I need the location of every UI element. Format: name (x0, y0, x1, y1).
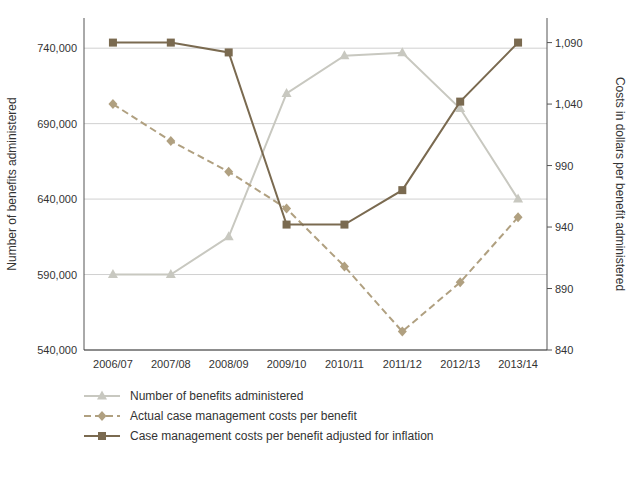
point (456, 98, 464, 106)
background (0, 0, 631, 499)
series (109, 39, 522, 229)
series (108, 99, 522, 336)
point (514, 39, 522, 47)
point (456, 277, 465, 287)
legend-label: Actual case management costs per benefit (130, 409, 357, 423)
y-tick-label: 740,000 (37, 42, 77, 54)
point (513, 194, 523, 203)
point (339, 50, 349, 59)
point (108, 99, 117, 109)
series (108, 47, 523, 278)
point (109, 39, 117, 47)
point (166, 269, 176, 278)
point (225, 48, 233, 56)
y2-tick-label: 1,090 (555, 37, 583, 49)
y2-tick-label: 840 (555, 344, 573, 356)
x-axis-line (84, 350, 547, 351)
chart: 540,000 590,000 640,000 690,000 740,000 840 89… (0, 0, 631, 499)
plot-area (108, 39, 523, 337)
y2-tick-label: 890 (555, 283, 573, 295)
grid-line (84, 350, 547, 351)
point (224, 167, 233, 177)
x-tick-label: 2010/11 (325, 358, 364, 370)
point (397, 47, 407, 56)
point (167, 39, 175, 47)
point (398, 186, 406, 194)
legend-marker (98, 411, 107, 421)
x-tick-label: 2013/14 (498, 358, 538, 370)
y-tick-label: 640,000 (37, 193, 77, 205)
x-tick-label: 2006/07 (93, 358, 133, 370)
series-line (113, 53, 518, 275)
legend-label: Number of benefits administered (130, 389, 303, 403)
y2-tick (547, 165, 552, 166)
y2-axis-line (547, 18, 548, 350)
x-tick-label: 2011/12 (383, 358, 422, 370)
point (108, 269, 118, 278)
point (340, 221, 348, 229)
point (282, 88, 292, 97)
y2-tick (547, 288, 552, 289)
y2-tick (547, 42, 552, 43)
y2-axis-title: Costs in dollars per benefit administere… (613, 77, 627, 291)
axes: 540,000 590,000 640,000 690,000 740,000 840 89… (37, 18, 582, 370)
series-line (113, 43, 518, 225)
y-tick-label: 540,000 (37, 344, 77, 356)
legend-label: Case management costs per benefit adjust… (130, 429, 434, 443)
legend-marker (98, 432, 106, 440)
legend: Number of benefits administered Actual ca… (84, 389, 434, 443)
grid-line (84, 199, 547, 200)
y2-tick-label: 990 (555, 160, 573, 172)
point (283, 221, 291, 229)
y2-tick (547, 227, 552, 228)
point (398, 327, 407, 337)
legend-marker (97, 391, 107, 400)
y-axis-title: Number of benefits administered (5, 97, 19, 270)
y2-tick (547, 350, 552, 351)
x-tick-label: 2007/08 (151, 358, 191, 370)
y2-tick (547, 104, 552, 105)
y-axis-line (84, 18, 85, 350)
y2-tick-label: 940 (555, 221, 573, 233)
y-tick-label: 690,000 (37, 118, 77, 130)
point (340, 261, 349, 271)
y2-tick-label: 1,040 (555, 98, 583, 110)
x-tick-label: 2012/13 (440, 358, 480, 370)
point (166, 136, 175, 146)
x-tick-label: 2008/09 (209, 358, 249, 370)
x-tick-label: 2009/10 (267, 358, 307, 370)
grid-line (84, 48, 547, 49)
y-tick-label: 590,000 (37, 269, 77, 281)
series-line (113, 104, 518, 331)
point (514, 212, 523, 222)
point (224, 231, 234, 240)
grid-line (84, 123, 547, 124)
